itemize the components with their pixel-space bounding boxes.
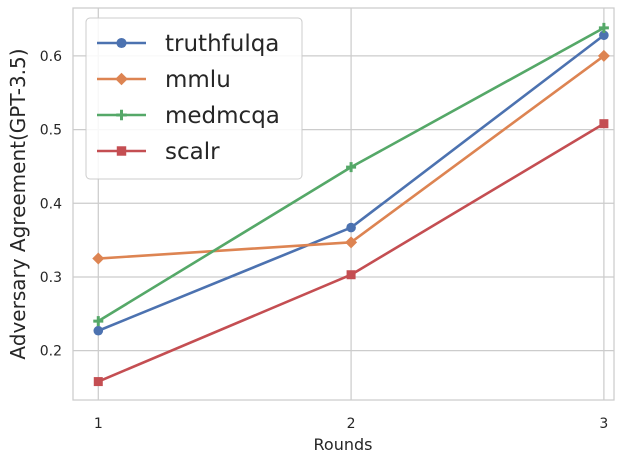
legend-marker [116, 109, 127, 121]
data-point [598, 22, 609, 33]
x-tick-label: 2 [347, 416, 356, 432]
data-point [346, 162, 357, 173]
data-point [346, 222, 356, 233]
data-point [93, 316, 104, 327]
x-tick-label: 3 [599, 416, 608, 432]
data-point [345, 236, 358, 249]
x-axis-title: Rounds [314, 435, 373, 454]
legend-entry: truthfulqa [97, 31, 279, 57]
data-point [597, 49, 610, 62]
legend-label: truthfulqa [165, 31, 279, 57]
data-point [93, 325, 104, 336]
y-tick-label: 0.3 [40, 270, 62, 286]
legend-marker [116, 37, 127, 49]
legend-entry: mmlu [97, 67, 231, 93]
x-tick-label: 1 [94, 416, 103, 432]
y-tick-label: 0.6 [40, 49, 62, 65]
legend: truthfulqa mmlu medmcqa scalr [85, 17, 303, 180]
data-point [599, 119, 609, 129]
legend-entry: scalr [97, 139, 220, 165]
series-scalr [93, 119, 609, 387]
legend-marker [116, 146, 127, 156]
y-tick-label: 0.5 [40, 123, 62, 139]
legend-marker [115, 72, 128, 86]
data-point [599, 30, 609, 41]
series-truthfulqa [93, 30, 609, 336]
data-point [92, 252, 105, 265]
legend-label: scalr [165, 139, 220, 165]
y-tick-label: 0.4 [40, 196, 62, 212]
data-point [346, 270, 356, 280]
legend-entry: medmcqa [97, 103, 280, 129]
series [92, 22, 610, 387]
legend-box [85, 17, 303, 180]
data-point [93, 377, 103, 387]
y-axis-title: Adversary Agreement(GPT-3.5) [6, 48, 30, 359]
y-tick-label: 0.2 [40, 344, 62, 360]
legend-label: mmlu [165, 67, 231, 93]
y-axis-ticks: 0.2 0.3 0.4 0.5 0.6 [40, 49, 62, 360]
series-medmcqa [93, 22, 609, 327]
legend-label: medmcqa [165, 103, 280, 129]
series-mmlu [92, 49, 610, 265]
x-axis-ticks: 1 2 3 [94, 416, 609, 432]
